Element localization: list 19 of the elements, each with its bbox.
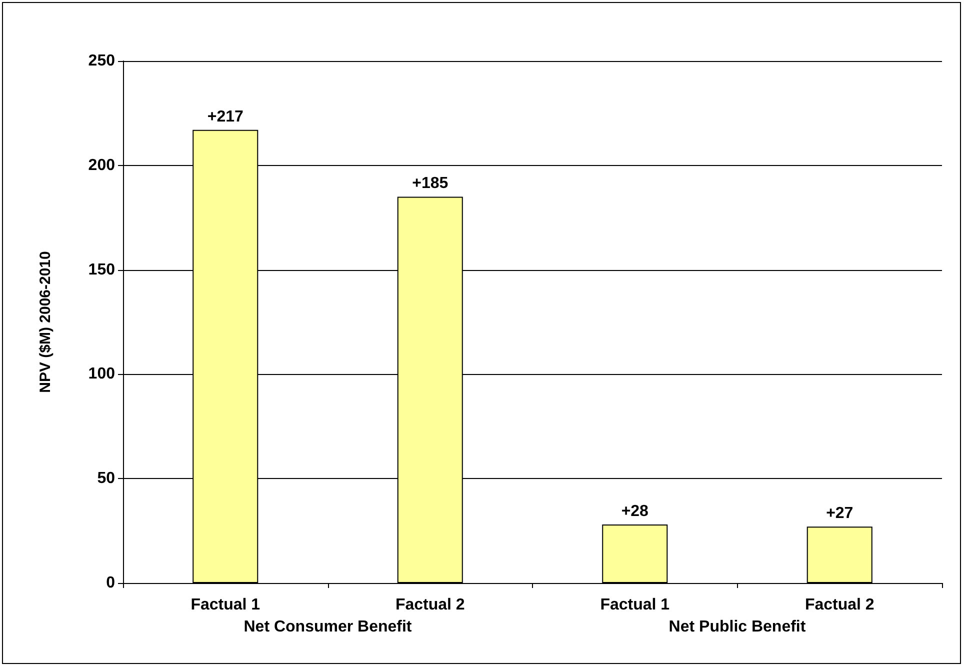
y-axis-title: NPV ($M) 2006-2010 bbox=[37, 251, 54, 393]
text: Net Public Benefit bbox=[668, 618, 806, 636]
data-label: +217 bbox=[207, 108, 244, 126]
y-tick-label: 50 bbox=[97, 470, 116, 488]
bar bbox=[806, 526, 872, 583]
text: Net Consumer Benefit bbox=[244, 618, 412, 636]
x-tick-label: Factual 2 bbox=[804, 596, 874, 614]
y-tick-label: 250 bbox=[88, 52, 116, 70]
bar bbox=[602, 524, 668, 583]
y-tick-label: 0 bbox=[106, 574, 116, 592]
data-label: +28 bbox=[621, 503, 649, 520]
y-tick-label: 150 bbox=[88, 261, 116, 278]
x-tick-label: Factual 2 bbox=[395, 596, 465, 614]
y-tick-label: 200 bbox=[88, 156, 116, 174]
x-tick-label: Factual 1 bbox=[190, 596, 260, 614]
data-label: +185 bbox=[412, 175, 448, 192]
y-tick-label: 100 bbox=[88, 366, 116, 383]
data-label: +27 bbox=[826, 505, 854, 522]
x-tick-label: Factual 1 bbox=[600, 596, 670, 614]
